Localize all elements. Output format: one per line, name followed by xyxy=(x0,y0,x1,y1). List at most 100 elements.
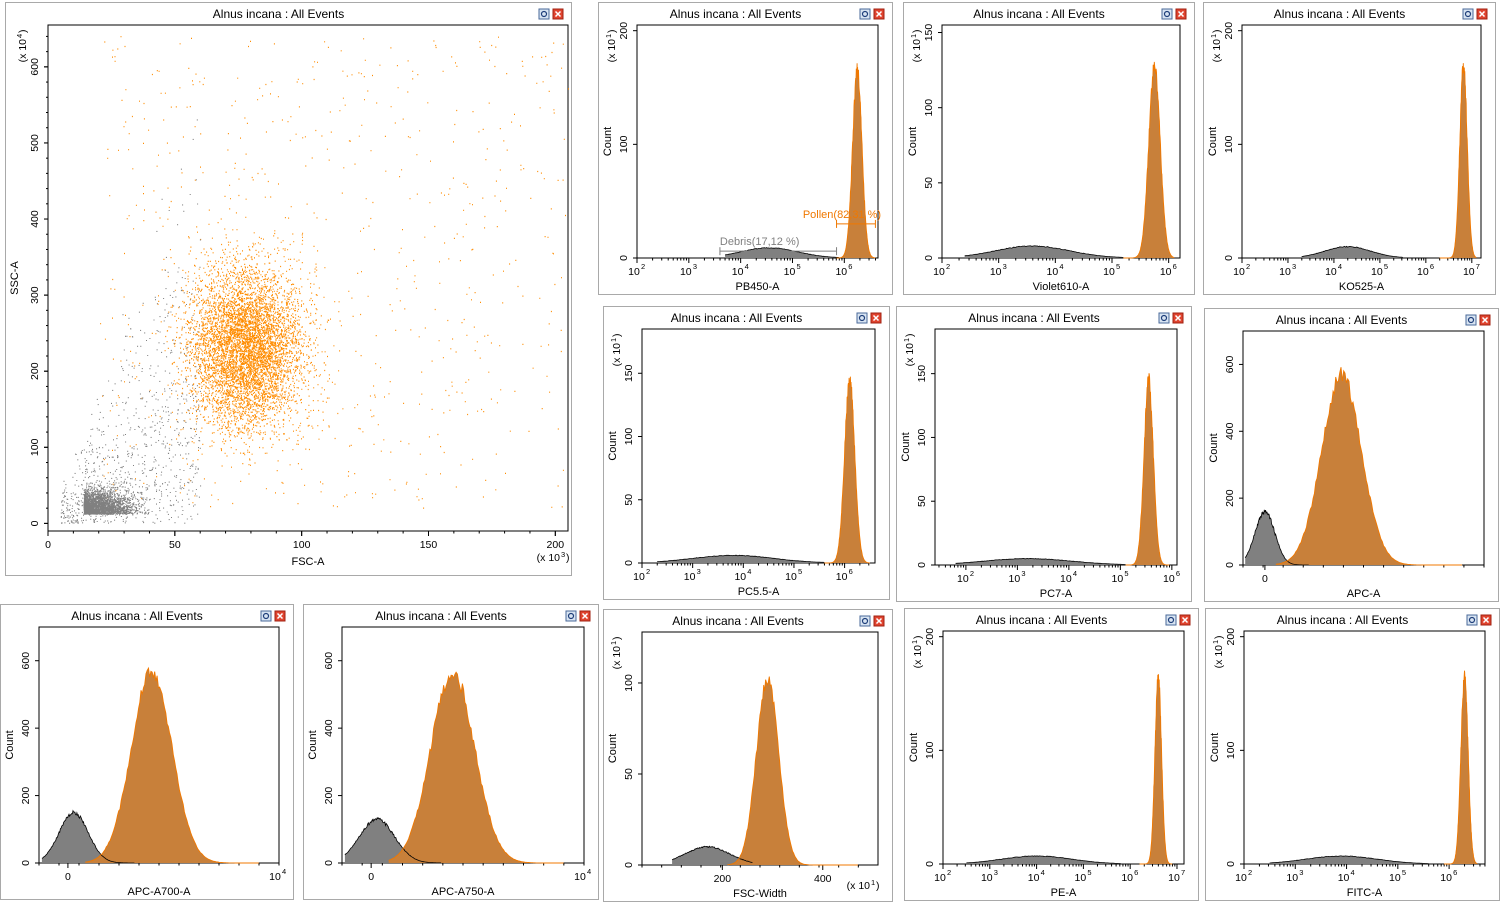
close-icon[interactable] xyxy=(1476,8,1488,20)
x-tick-base: 10 xyxy=(1112,573,1124,585)
close-icon[interactable] xyxy=(274,610,286,622)
histogram-debris xyxy=(966,855,1121,864)
plot-area[interactable] xyxy=(641,328,876,564)
x-tick-exp: 6 xyxy=(1173,262,1177,271)
x-tick-base: 10 xyxy=(990,266,1002,278)
chart-panel-hist-apc-a700[interactable]: Alnus incana : All Events 0 200 400 600 Count… xyxy=(0,604,294,900)
close-icon[interactable] xyxy=(873,8,885,20)
chart-panel-hist-ko525[interactable]: Alnus incana : All Events 0 100 200 (x 10 1) C… xyxy=(1203,2,1496,295)
histogram-debris-edge xyxy=(657,554,825,563)
chart-panel-hist-apc[interactable]: Alnus incana : All Events 0 200 400 600 Count… xyxy=(1204,308,1499,602)
chart-panel-hist-pb450[interactable]: Alnus incana : All Events 0 100 200 (x 10 1) C… xyxy=(598,2,893,295)
x-tick-exp: 6 xyxy=(1134,868,1138,877)
y-multiplier-exp: 1 xyxy=(1209,34,1218,38)
plot-area[interactable] xyxy=(47,24,569,532)
chart-panel-hist-fsc-width[interactable]: Alnus incana : All Events 0 50 100 (x 10 1) Co… xyxy=(603,609,893,902)
chart-panel-hist-pe[interactable]: Alnus incana : All Events 0 100 200 (x 10 1) C… xyxy=(904,608,1199,901)
x-tick-base: 10 xyxy=(1046,266,1058,278)
close-icon[interactable] xyxy=(579,610,591,622)
maximize-icon[interactable] xyxy=(1466,614,1478,626)
chart-panel-hist-fitc[interactable]: Alnus incana : All Events 0 100 200 (x 10 1) C… xyxy=(1205,608,1500,901)
y-axis-label: Count xyxy=(1208,433,1220,462)
chart-panel-hist-violet610[interactable]: Alnus incana : All Events 0 50 100 150 (x 10 1… xyxy=(903,2,1195,295)
close-icon[interactable] xyxy=(1175,8,1187,20)
chart-panel-hist-pc55[interactable]: Alnus incana : All Events 0 50 100 150 (x 10 1… xyxy=(603,306,890,600)
y-tick-label: 600 xyxy=(29,58,41,76)
chart-title: Alnus incana : All Events xyxy=(1276,313,1407,327)
x-tick-exp: 2 xyxy=(946,262,950,271)
y-tick-label: 200 xyxy=(924,628,936,646)
maximize-icon[interactable] xyxy=(1158,312,1170,324)
plot-area[interactable] xyxy=(1241,24,1482,259)
plot-area[interactable] xyxy=(636,24,879,259)
close-icon[interactable] xyxy=(1480,614,1492,626)
maximize-icon[interactable] xyxy=(859,8,871,20)
maximize-icon[interactable] xyxy=(1165,614,1177,626)
y-tick-label: 100 xyxy=(924,741,936,759)
plot-area[interactable] xyxy=(942,630,1185,865)
x-tick-base: 10 xyxy=(934,872,946,884)
y-tick-label: 50 xyxy=(623,768,635,780)
y-axis-label: Count xyxy=(607,734,619,763)
close-icon[interactable] xyxy=(873,615,885,627)
chart-panel-hist-apc-a750[interactable]: Alnus incana : All Events 0 200 400 600 Count… xyxy=(303,604,599,900)
x-multiplier-exp: 1 xyxy=(871,878,875,887)
y-multiplier-text: (x 10 xyxy=(1213,645,1225,669)
y-multiplier-exp: 1 xyxy=(902,338,911,342)
x-tick-exp: 5 xyxy=(798,567,802,576)
histogram-debris-edge xyxy=(955,557,1126,565)
histogram-pollen-edge xyxy=(388,671,564,864)
plot-area[interactable] xyxy=(934,328,1178,566)
x-tick-exp: 2 xyxy=(1246,262,1250,271)
x-tick-exp: 2 xyxy=(641,262,645,271)
y-tick-label: 0 xyxy=(618,255,630,261)
gate-pollen[interactable]: Pollen(82,31 %) xyxy=(803,209,881,228)
y-multiplier-exp: 4 xyxy=(15,34,24,38)
y-tick-label: 100 xyxy=(1225,741,1237,759)
chart-svg: Alnus incana : All Events 0 200 400 600 Count… xyxy=(4,609,286,898)
maximize-icon[interactable] xyxy=(1465,314,1477,326)
maximize-icon[interactable] xyxy=(1462,8,1474,20)
x-tick-base: 10 xyxy=(933,266,945,278)
maximize-icon[interactable] xyxy=(859,615,871,627)
x-multiplier: (x 10 1) xyxy=(847,878,880,892)
maximize-icon[interactable] xyxy=(1161,8,1173,20)
histogram-debris-edge xyxy=(1301,245,1403,258)
maximize-icon[interactable] xyxy=(538,8,550,20)
close-icon[interactable] xyxy=(1479,314,1491,326)
y-multiplier: (x 101) xyxy=(1209,30,1223,63)
close-icon[interactable] xyxy=(1172,312,1184,324)
y-axis-label: Count xyxy=(907,127,919,156)
histogram-debris xyxy=(672,846,753,865)
x-tick-exp: 6 xyxy=(1430,262,1434,271)
close-icon[interactable] xyxy=(552,8,564,20)
close-icon-glyph xyxy=(276,612,284,620)
close-icon-glyph xyxy=(1181,616,1189,624)
maximize-icon-frame xyxy=(1465,314,1477,326)
x-tick-exp: 3 xyxy=(1292,262,1296,271)
y-tick-label: 100 xyxy=(618,135,630,153)
x-tick-exp: 3 xyxy=(693,262,697,271)
y-multiplier-close: ) xyxy=(904,334,916,338)
x-tick-base: 10 xyxy=(1417,266,1429,278)
maximize-icon[interactable] xyxy=(260,610,272,622)
plot-area[interactable] xyxy=(941,24,1181,259)
y-tick-label: 500 xyxy=(29,134,41,152)
chart-panel-scatter-fsc-ssc[interactable]: Alnus incana : All Events 0 100 200 300 400 50… xyxy=(5,2,572,576)
x-tick-exp: 7 xyxy=(1476,262,1480,271)
gate-debris[interactable]: Debris(17,12 %) xyxy=(719,236,838,256)
maximize-icon[interactable] xyxy=(856,312,868,324)
x-tick-exp: 7 xyxy=(1181,868,1185,877)
x-end-exp: 4 xyxy=(282,867,286,876)
x-tick-exp: 5 xyxy=(796,262,800,271)
chart-panel-hist-pc7[interactable]: Alnus incana : All Events 0 50 100 150 (x 10 1… xyxy=(896,306,1192,602)
histogram-debris-edge xyxy=(344,816,442,864)
plot-area[interactable] xyxy=(1243,630,1486,865)
close-icon[interactable] xyxy=(1179,614,1191,626)
maximize-icon-frame xyxy=(1466,614,1478,626)
close-icon[interactable] xyxy=(870,312,882,324)
maximize-icon[interactable] xyxy=(565,610,577,622)
x-tick-base: 10 xyxy=(1028,872,1040,884)
y-multiplier-text: (x 10 xyxy=(911,39,923,63)
